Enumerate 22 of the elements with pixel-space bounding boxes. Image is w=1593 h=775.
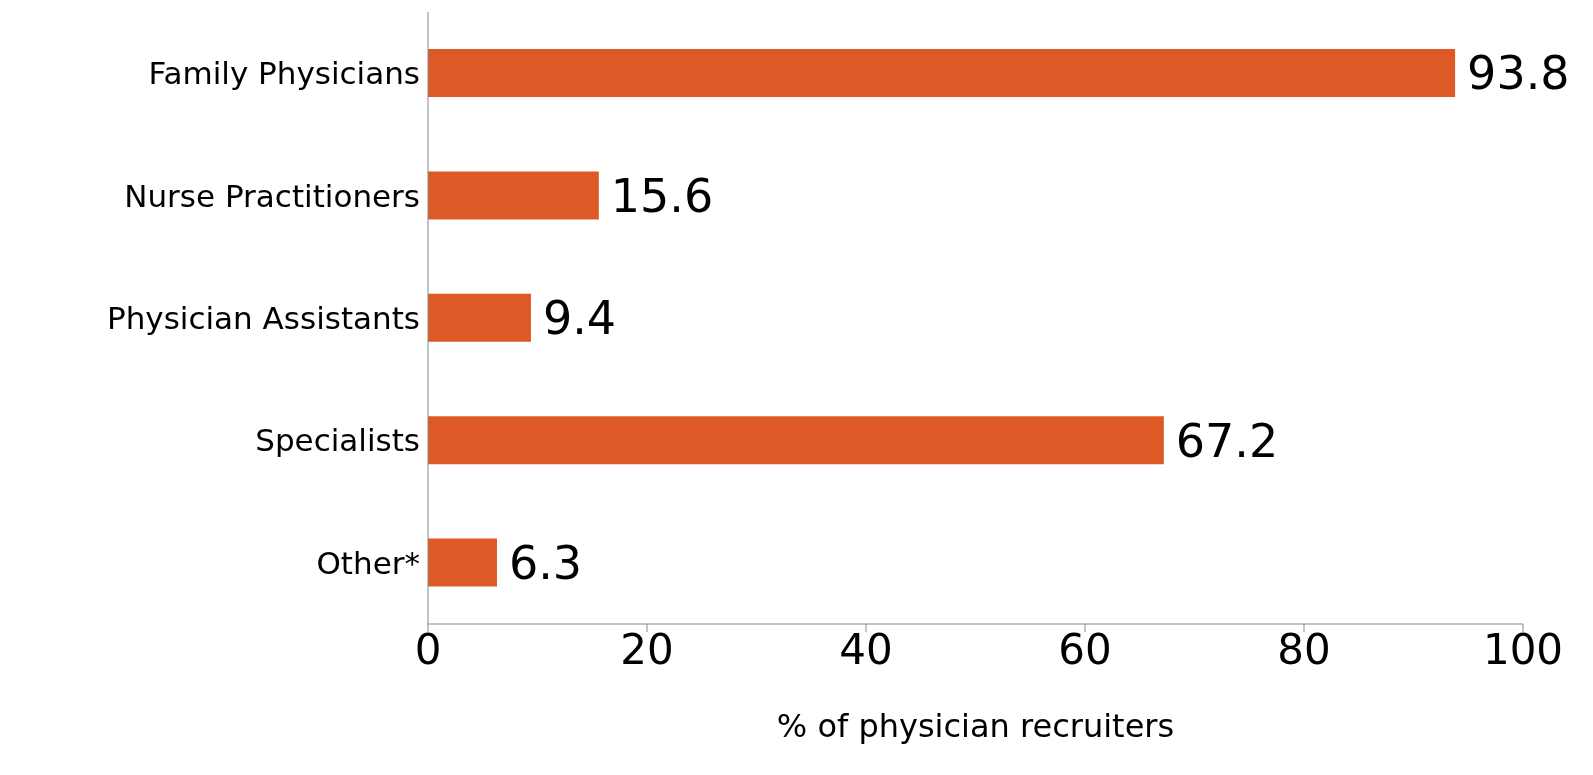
x-tick-label: 60 xyxy=(1058,624,1112,674)
bar xyxy=(428,538,497,587)
bar xyxy=(428,49,1456,97)
y-tick-label: Physician Assistants xyxy=(107,300,420,337)
x-tick-label: 0 xyxy=(414,624,442,674)
x-tick-label: 100 xyxy=(1482,624,1564,674)
data-label: 93.8 xyxy=(1467,46,1570,101)
data-label: 15.6 xyxy=(610,168,714,223)
y-tick-label: Family Physicians xyxy=(148,55,420,92)
x-tick-label: 80 xyxy=(1277,624,1331,674)
bar xyxy=(428,416,1164,465)
data-label: 67.2 xyxy=(1175,413,1279,468)
y-tick-label: Specialists xyxy=(255,422,420,459)
x-tick-label: 20 xyxy=(620,624,674,674)
data-label: 6.3 xyxy=(508,535,583,590)
y-tick-label: Nurse Practitioners xyxy=(124,177,420,214)
data-label: 9.4 xyxy=(542,291,617,346)
x-axis-title: % of physician recruiters xyxy=(776,707,1175,745)
y-tick-label: Other* xyxy=(316,544,420,581)
x-tick-label: 40 xyxy=(839,624,893,674)
bar xyxy=(428,293,531,342)
bar xyxy=(428,171,599,220)
